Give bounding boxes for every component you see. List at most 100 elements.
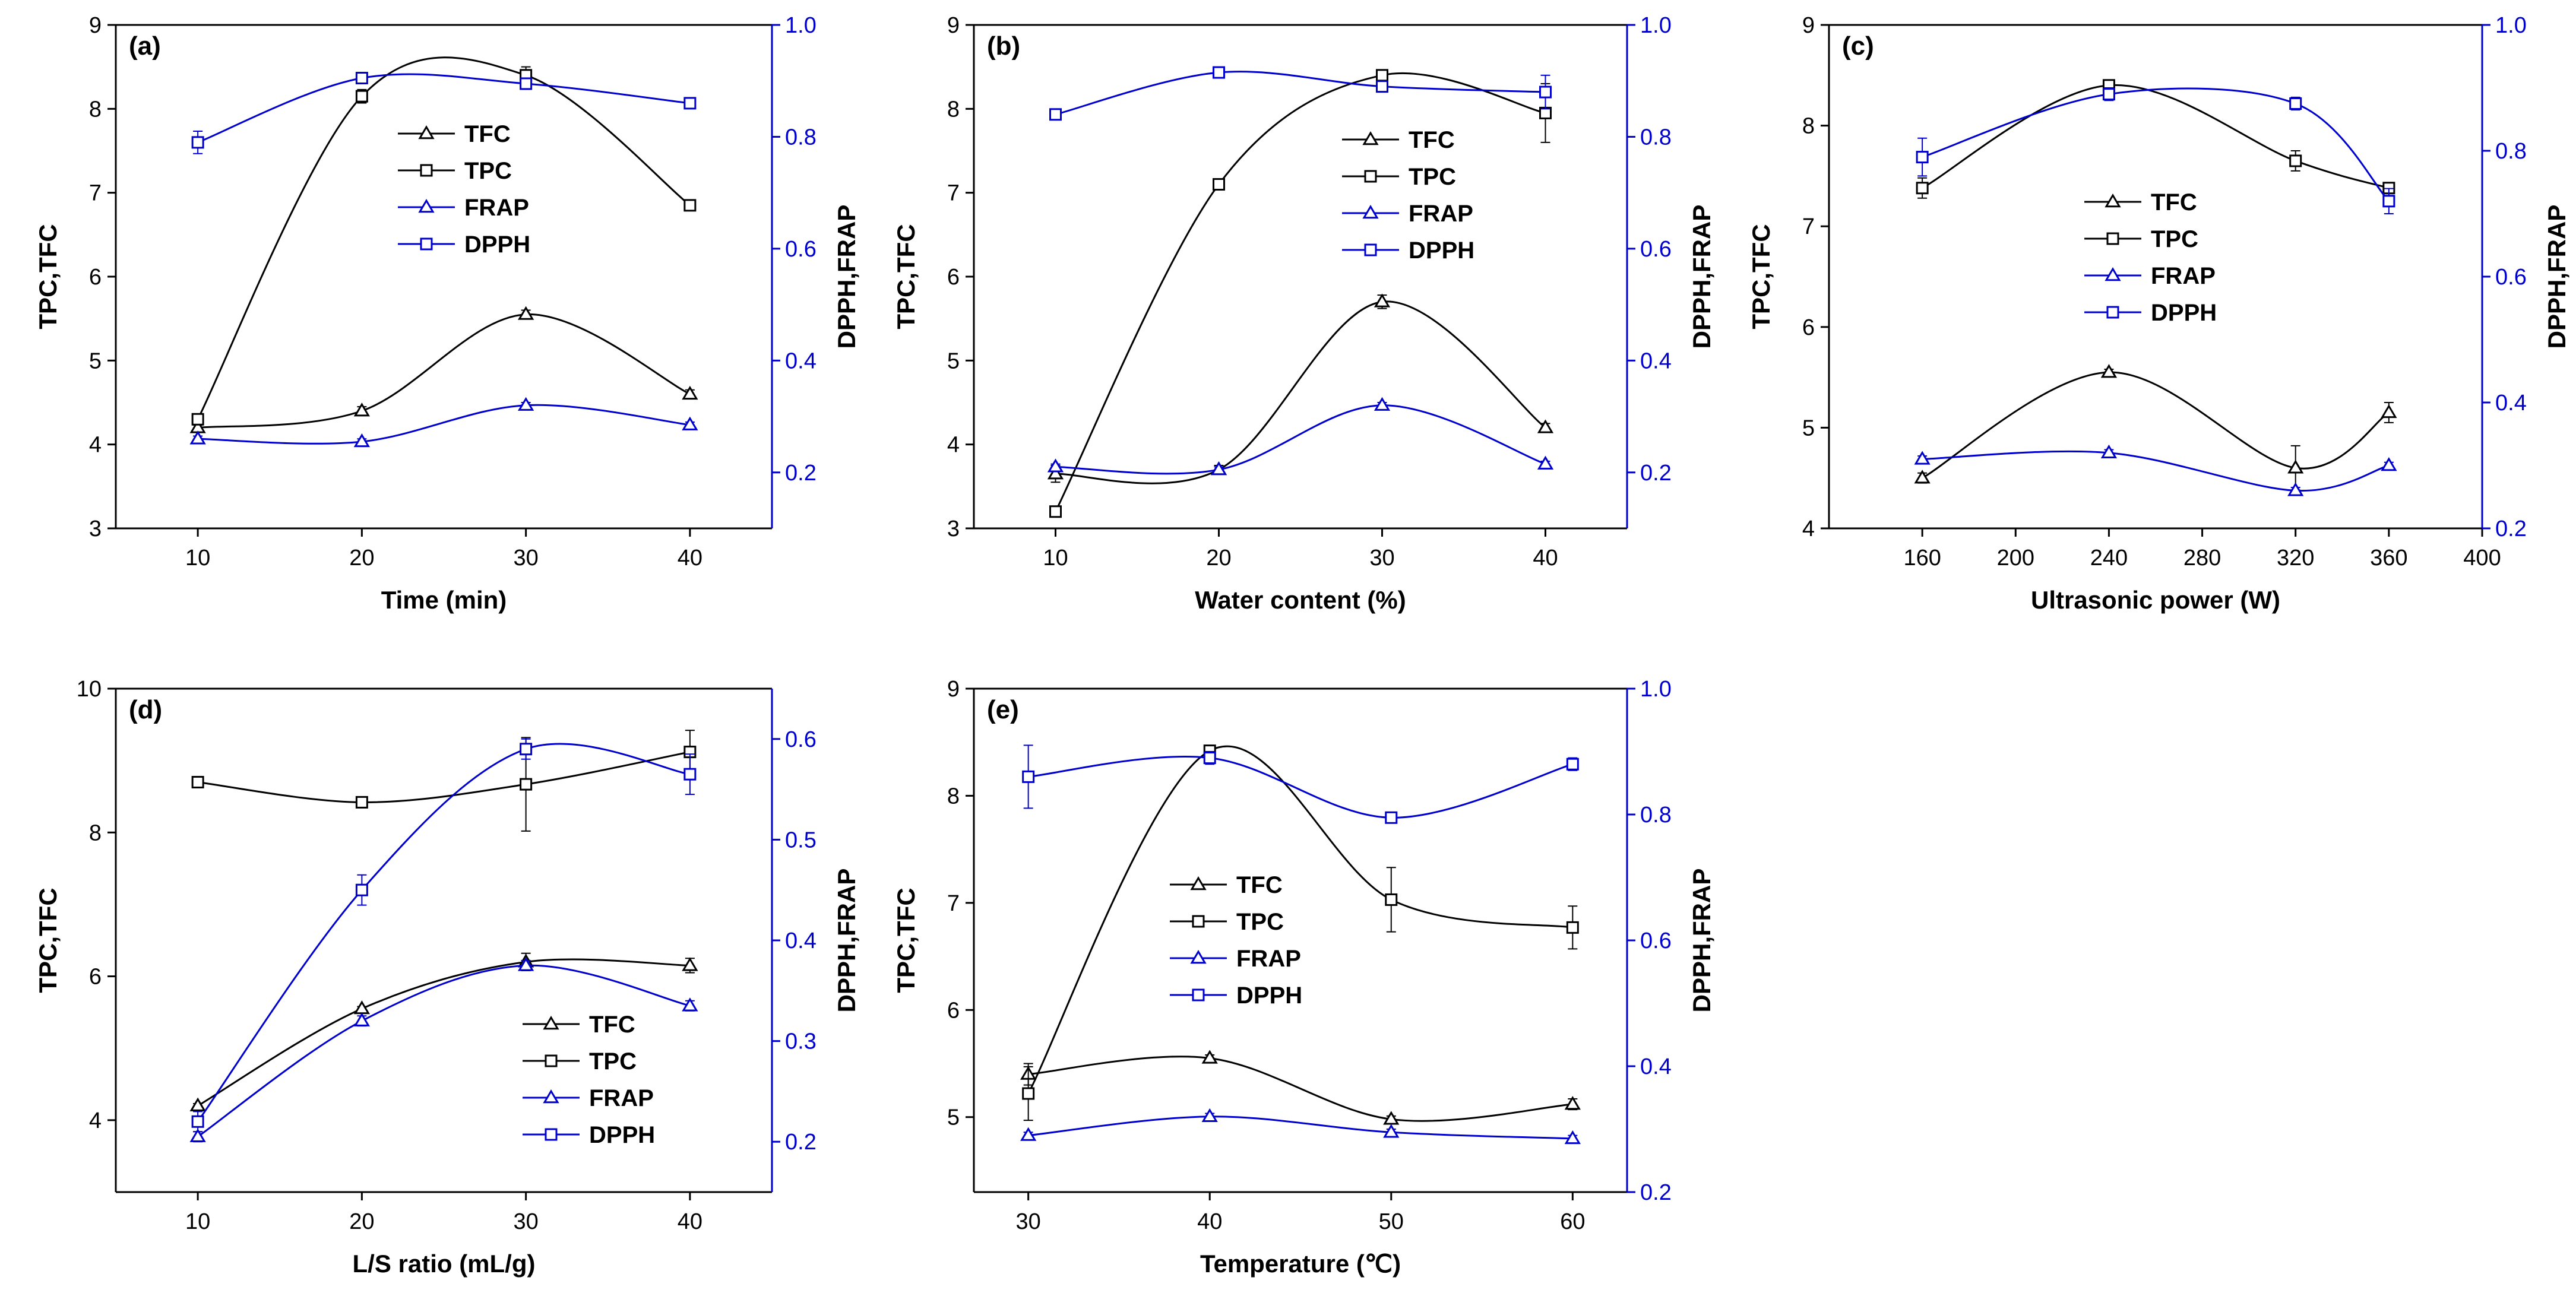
data-point-dpph — [1022, 770, 1035, 783]
legend-marker-frap — [1362, 205, 1379, 219]
y-left-tick-label: 5 — [89, 348, 102, 373]
y-left-tick-label: 9 — [89, 13, 102, 38]
y-right-axis-title: DPPH,FRAP — [833, 869, 860, 1013]
x-tick-label: 360 — [2370, 546, 2407, 571]
legend-marker-tpc — [1192, 915, 1205, 928]
y-left-tick-label: 8 — [947, 784, 960, 809]
data-point-frap — [682, 416, 698, 430]
chart-panel-0: 10 20 30 40 3 4 5 6 7 8 9 0.2 0.4 0.6 0.8 1.0 Time (min)… — [34, 13, 860, 614]
legend-label: TPC — [1409, 164, 1456, 190]
y-right-tick-label: 0.4 — [785, 348, 817, 373]
legend-label: FRAP — [464, 195, 529, 221]
data-point-tfc — [1201, 1050, 1218, 1064]
data-point-frap — [1210, 461, 1227, 476]
legend: TFC TPC FRAP DPPH — [2084, 189, 2217, 326]
legend-label: FRAP — [589, 1085, 654, 1111]
y-left-tick-label: 9 — [947, 13, 960, 38]
x-tick-label: 30 — [1369, 546, 1394, 571]
data-point-tpc — [355, 796, 368, 809]
legend-label: TFC — [589, 1012, 635, 1038]
data-point-dpph — [1539, 85, 1552, 99]
data-point-tfc — [189, 1097, 206, 1111]
data-point-tpc — [355, 90, 368, 103]
data-point-tpc — [520, 778, 533, 791]
x-tick-label: 20 — [349, 546, 374, 571]
y-right-tick-label: 0.6 — [2495, 265, 2527, 290]
panel-label: (b) — [987, 31, 1020, 61]
series-line-frap — [198, 404, 691, 445]
series-dpph — [1022, 744, 1579, 824]
data-point-dpph — [2289, 97, 2302, 110]
y-right-tick-label: 0.2 — [1640, 1180, 1672, 1205]
chart-panel-2: 160 200 240 280 320 360 400 4 5 6 7 8 9 0.2 0.4 0.6 0.8 1… — [1747, 13, 2571, 614]
data-point-dpph — [2102, 88, 2115, 101]
data-point-frap — [353, 433, 370, 448]
y-right-tick-label: 0.8 — [2495, 139, 2527, 164]
data-point-tfc — [1564, 1096, 1581, 1110]
y-left-tick-label: 9 — [947, 677, 960, 702]
series-line-tpc — [197, 751, 691, 803]
legend-label: DPPH — [1409, 237, 1474, 264]
x-tick-label: 160 — [1903, 546, 1941, 571]
series-line-tfc — [197, 958, 690, 1107]
y-left-tick-label: 6 — [947, 265, 960, 290]
x-tick-label: 320 — [2277, 546, 2314, 571]
y-left-tick-label: 5 — [1802, 416, 1815, 440]
series-line-tfc — [1055, 300, 1546, 484]
y-right-tick-label: 0.8 — [785, 125, 817, 150]
legend-marker-tfc — [1190, 876, 1207, 890]
series-dpph — [1049, 66, 1552, 121]
y-left-axis-title: TPC,TFC — [34, 888, 62, 993]
series-line-frap — [1055, 404, 1546, 475]
y-right-tick-label: 1.0 — [1640, 677, 1672, 702]
y-left-axis-title: TPC,TFC — [892, 888, 920, 993]
data-point-tfc — [518, 306, 534, 320]
chart-panel-1: 10 20 30 40 3 4 5 6 7 8 9 0.2 0.4 0.6 0.8 1.0 Water cont… — [892, 13, 1716, 614]
legend-label: TFC — [1236, 872, 1283, 898]
y-left-tick-label: 8 — [89, 97, 102, 122]
y-left-tick-label: 7 — [947, 891, 960, 916]
x-tick-label: 40 — [1197, 1209, 1222, 1234]
data-point-dpph — [191, 1115, 204, 1128]
data-point-dpph — [1376, 80, 1388, 93]
y-right-tick-label: 0.5 — [785, 828, 817, 853]
y-left-axis-title: TPC,TFC — [34, 224, 62, 329]
y-left-tick-label: 4 — [947, 433, 960, 458]
y-right-tick-label: 0.6 — [1640, 928, 1672, 953]
legend-label: TPC — [1236, 909, 1284, 935]
legend-label: TFC — [1409, 127, 1455, 153]
panel-label: (e) — [987, 695, 1019, 724]
series-line-frap — [1028, 1115, 1573, 1140]
legend-marker-tpc — [420, 164, 433, 177]
data-point-frap — [2287, 482, 2304, 496]
y-right-tick-label: 0.6 — [785, 727, 817, 752]
data-point-tpc — [1916, 182, 1929, 195]
series-tpc — [191, 56, 697, 426]
y-right-tick-label: 0.6 — [1640, 237, 1672, 262]
y-right-tick-label: 0.4 — [1640, 1054, 1672, 1079]
y-left-tick-label: 8 — [947, 97, 960, 122]
x-tick-label: 60 — [1560, 1209, 1585, 1234]
data-point-frap — [189, 430, 206, 445]
y-right-tick-label: 1.0 — [785, 13, 817, 38]
y-right-tick-label: 0.8 — [1640, 803, 1672, 828]
data-point-tpc — [1385, 893, 1398, 906]
data-point-tpc — [191, 413, 204, 426]
y-left-tick-label: 5 — [947, 1105, 960, 1130]
series-line-frap — [1922, 450, 2390, 492]
legend-marker-dpph — [545, 1128, 558, 1141]
y-left-tick-label: 8 — [1802, 114, 1815, 139]
x-tick-label: 240 — [2090, 546, 2128, 571]
legend-marker-frap — [2105, 267, 2121, 281]
data-point-tpc — [683, 199, 697, 212]
data-point-frap — [1201, 1108, 1218, 1122]
data-point-tpc — [1376, 69, 1388, 82]
data-point-frap — [353, 1012, 370, 1026]
data-point-tfc — [1537, 419, 1554, 433]
data-point-tfc — [2381, 404, 2397, 419]
data-point-dpph — [2382, 195, 2395, 208]
legend-label: FRAP — [2151, 263, 2216, 289]
data-point-frap — [518, 397, 534, 411]
data-point-tfc — [1383, 1111, 1400, 1125]
data-point-tpc — [1049, 505, 1062, 518]
